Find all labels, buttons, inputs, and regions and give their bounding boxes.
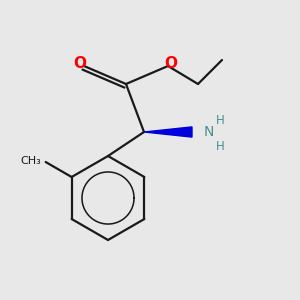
- Text: O: O: [164, 56, 178, 71]
- Text: O: O: [73, 56, 86, 71]
- Text: H: H: [215, 114, 224, 127]
- Text: CH₃: CH₃: [20, 155, 41, 166]
- Text: N: N: [204, 125, 214, 139]
- Polygon shape: [144, 127, 192, 137]
- Text: H: H: [215, 140, 224, 152]
